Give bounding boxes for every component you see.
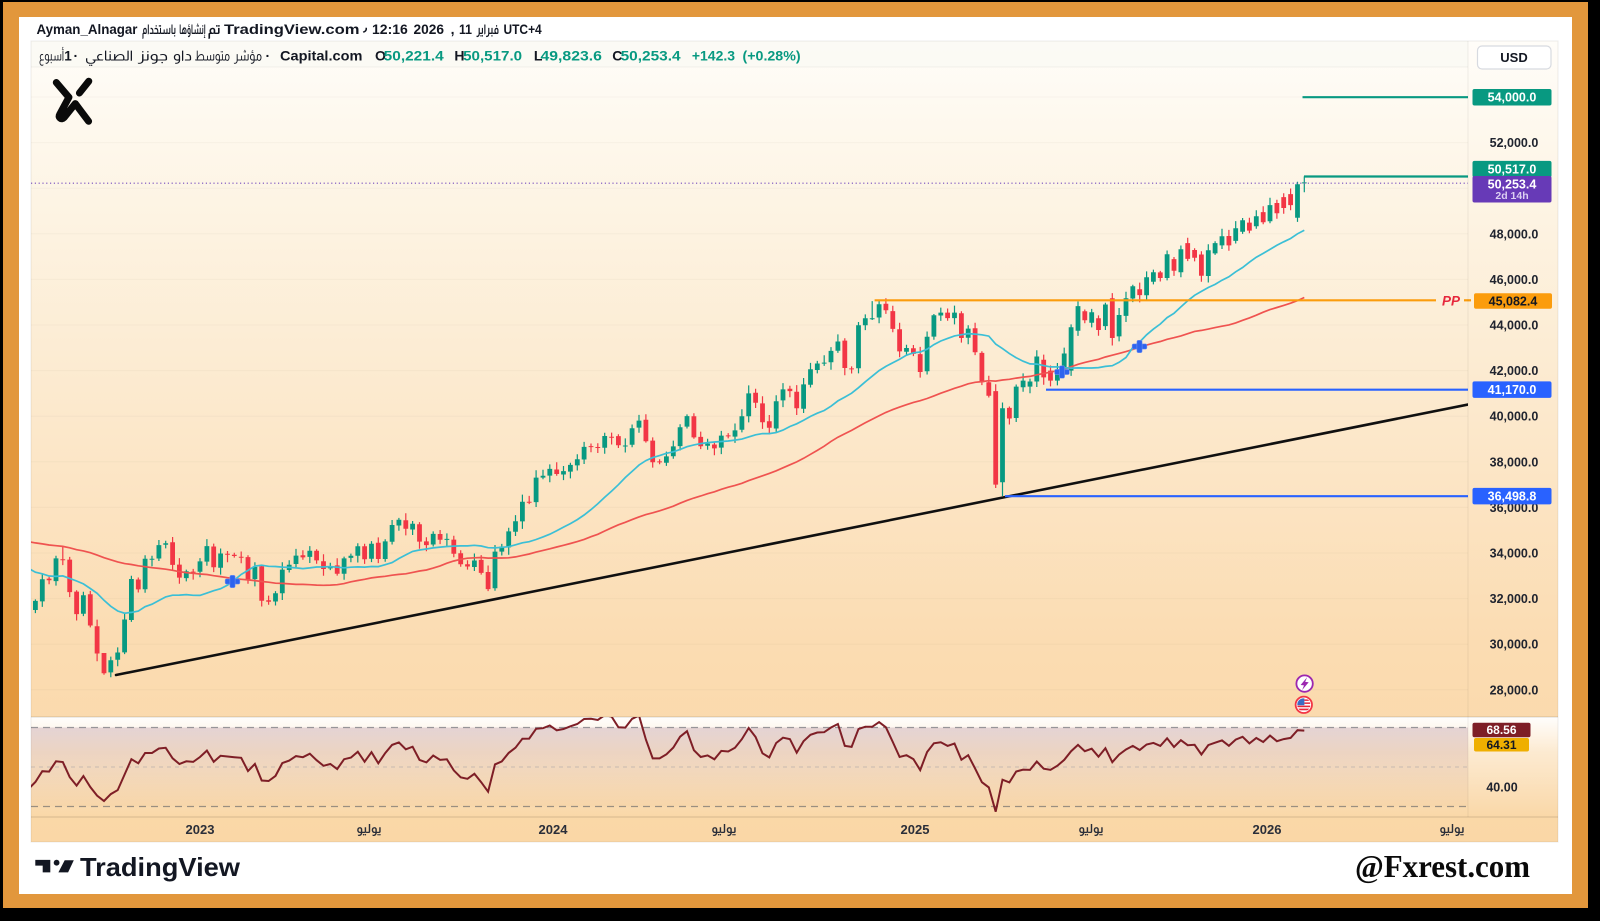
svg-text:68.56: 68.56 [1486,723,1516,737]
svg-text:40,000.0: 40,000.0 [1490,410,1539,424]
svg-text:TradingView.com: TradingView.com [224,21,360,37]
svg-text:@Fxrest.com: @Fxrest.com [1355,848,1530,884]
svg-text:PP: PP [1442,294,1461,309]
svg-text:40.00: 40.00 [1486,781,1517,795]
svg-text:C: C [612,48,622,64]
svg-text:30,000.0: 30,000.0 [1490,638,1539,652]
svg-text:(+0.28%): (+0.28%) [743,48,801,64]
svg-text:41,170.0: 41,170.0 [1488,383,1537,397]
svg-text:50,517.0: 50,517.0 [463,48,522,64]
svg-text:Capital.com: Capital.com [280,48,362,64]
svg-text:H: H [454,48,464,64]
svg-text:1: 1 [64,49,72,64]
svg-text:50,517.0: 50,517.0 [1488,163,1537,177]
svg-text:64.31: 64.31 [1486,738,1516,752]
svg-text:2025: 2025 [901,822,930,837]
svg-text:50,221.4: 50,221.4 [384,48,444,64]
svg-text:54,000.0: 54,000.0 [1488,91,1537,105]
svg-text:50,253.4: 50,253.4 [621,48,681,64]
svg-text:44,000.0: 44,000.0 [1490,319,1539,333]
svg-text:49,823.6: 49,823.6 [541,48,603,64]
svg-text:46,000.0: 46,000.0 [1490,273,1539,287]
svg-text:34,000.0: 34,000.0 [1490,547,1539,561]
svg-text:2026: 2026 [414,21,445,37]
svg-text:·: · [266,48,271,64]
svg-text:O: O [375,48,386,64]
svg-text:2026: 2026 [1253,822,1282,837]
svg-text:28,000.0: 28,000.0 [1490,683,1539,697]
svg-text:42,000.0: 42,000.0 [1490,364,1539,378]
svg-text:L: L [534,48,543,64]
svg-text:,: , [451,21,455,37]
svg-text:2023: 2023 [186,822,215,837]
svg-text:11: 11 [459,21,472,37]
svg-text:·: · [74,48,79,64]
svg-text:Ayman_Alnagar: Ayman_Alnagar [37,21,139,37]
svg-text:52,000.0: 52,000.0 [1490,136,1539,150]
svg-text:+142.3: +142.3 [692,48,735,64]
svg-text:2024: 2024 [539,822,569,837]
svg-text:38,000.0: 38,000.0 [1490,455,1539,469]
svg-text:UTC+4: UTC+4 [504,21,542,37]
svg-text:32,000.0: 32,000.0 [1490,592,1539,606]
svg-text:36,498.8: 36,498.8 [1488,490,1537,504]
svg-text:TradingView: TradingView [80,852,241,882]
svg-text:USD: USD [1500,50,1527,65]
svg-text:12:16: 12:16 [372,21,408,37]
svg-text:48,000.0: 48,000.0 [1490,227,1539,241]
svg-text:45,082.4: 45,082.4 [1489,294,1538,308]
svg-text:50,253.4: 50,253.4 [1488,177,1537,191]
svg-text:2d 14h: 2d 14h [1495,190,1528,202]
